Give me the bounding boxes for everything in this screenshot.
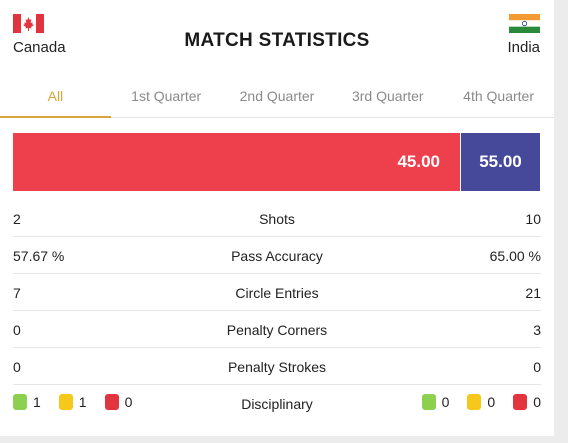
- tab-2nd-quarter[interactable]: 2nd Quarter: [239, 88, 315, 104]
- tab-4th-quarter[interactable]: 4th Quarter: [463, 88, 534, 104]
- away-value: 0: [533, 359, 541, 375]
- match-statistics-card: Canada MATCH STATISTICS India All 1st Qu…: [0, 0, 554, 436]
- stat-label: Shots: [259, 211, 295, 227]
- away-value: 21: [525, 285, 541, 301]
- stat-label: Pass Accuracy: [231, 248, 323, 264]
- stat-row-shots: 2 Shots 10: [13, 200, 541, 237]
- red-card-icon: [513, 394, 528, 410]
- quarter-tabs: All 1st Quarter 2nd Quarter 3rd Quarter …: [0, 80, 554, 118]
- stat-label: Disciplinary: [241, 396, 313, 412]
- away-value: 10: [525, 211, 541, 227]
- stat-label: Penalty Strokes: [227, 359, 327, 375]
- tab-all[interactable]: All: [0, 80, 111, 118]
- red-card-icon: [104, 394, 119, 410]
- green-card-icon: [421, 394, 436, 410]
- away-red-count: 0: [533, 394, 541, 410]
- away-team-name: India: [507, 39, 540, 56]
- stat-row-penalty-strokes: 0 Penalty Strokes 0: [13, 348, 541, 385]
- away-value: 3: [533, 322, 541, 338]
- home-team-name: Canada: [13, 39, 66, 56]
- india-flag-icon: [509, 14, 540, 33]
- home-value: 2: [13, 211, 21, 227]
- home-green-count: 1: [33, 394, 41, 410]
- away-cards: 0 0 0: [421, 394, 541, 410]
- canada-flag-icon: [13, 14, 44, 33]
- home-cards: 1 1 0: [13, 394, 132, 410]
- away-green-count: 0: [441, 394, 450, 410]
- away-team: India: [507, 14, 540, 56]
- home-value: 7: [13, 285, 21, 301]
- tab-3rd-quarter[interactable]: 3rd Quarter: [351, 88, 424, 104]
- away-value: 65.00 %: [489, 248, 541, 264]
- yellow-card-icon: [467, 394, 482, 410]
- tab-1st-quarter[interactable]: 1st Quarter: [131, 88, 202, 104]
- away-yellow-count: 0: [487, 394, 496, 410]
- home-red-count: 0: [124, 394, 133, 410]
- stat-label: Circle Entries: [235, 285, 319, 301]
- stats-table: 2 Shots 10 57.67 % Pass Accuracy 65.00 %…: [0, 200, 554, 422]
- possession-bar: 45.00 55.00: [13, 133, 540, 191]
- yellow-card-icon: [58, 394, 73, 410]
- stat-row-disciplinary: 1 1 0 Disciplinary 0 0 0: [13, 385, 541, 422]
- home-possession: 45.00: [13, 133, 460, 191]
- header: Canada MATCH STATISTICS India: [0, 0, 554, 72]
- stat-row-pass-accuracy: 57.67 % Pass Accuracy 65.00 %: [13, 237, 541, 274]
- home-yellow-count: 1: [78, 394, 87, 410]
- stat-label: Penalty Corners: [226, 322, 328, 338]
- home-value: 57.67 %: [13, 248, 65, 264]
- stat-row-penalty-corners: 0 Penalty Corners 3: [13, 311, 541, 348]
- page-title: MATCH STATISTICS: [184, 30, 370, 51]
- home-team: Canada: [13, 14, 66, 56]
- home-value: 0: [13, 359, 21, 375]
- away-possession: 55.00: [461, 133, 540, 191]
- stat-row-circle-entries: 7 Circle Entries 21: [13, 274, 541, 311]
- home-value: 0: [13, 322, 21, 338]
- green-card-icon: [13, 394, 27, 410]
